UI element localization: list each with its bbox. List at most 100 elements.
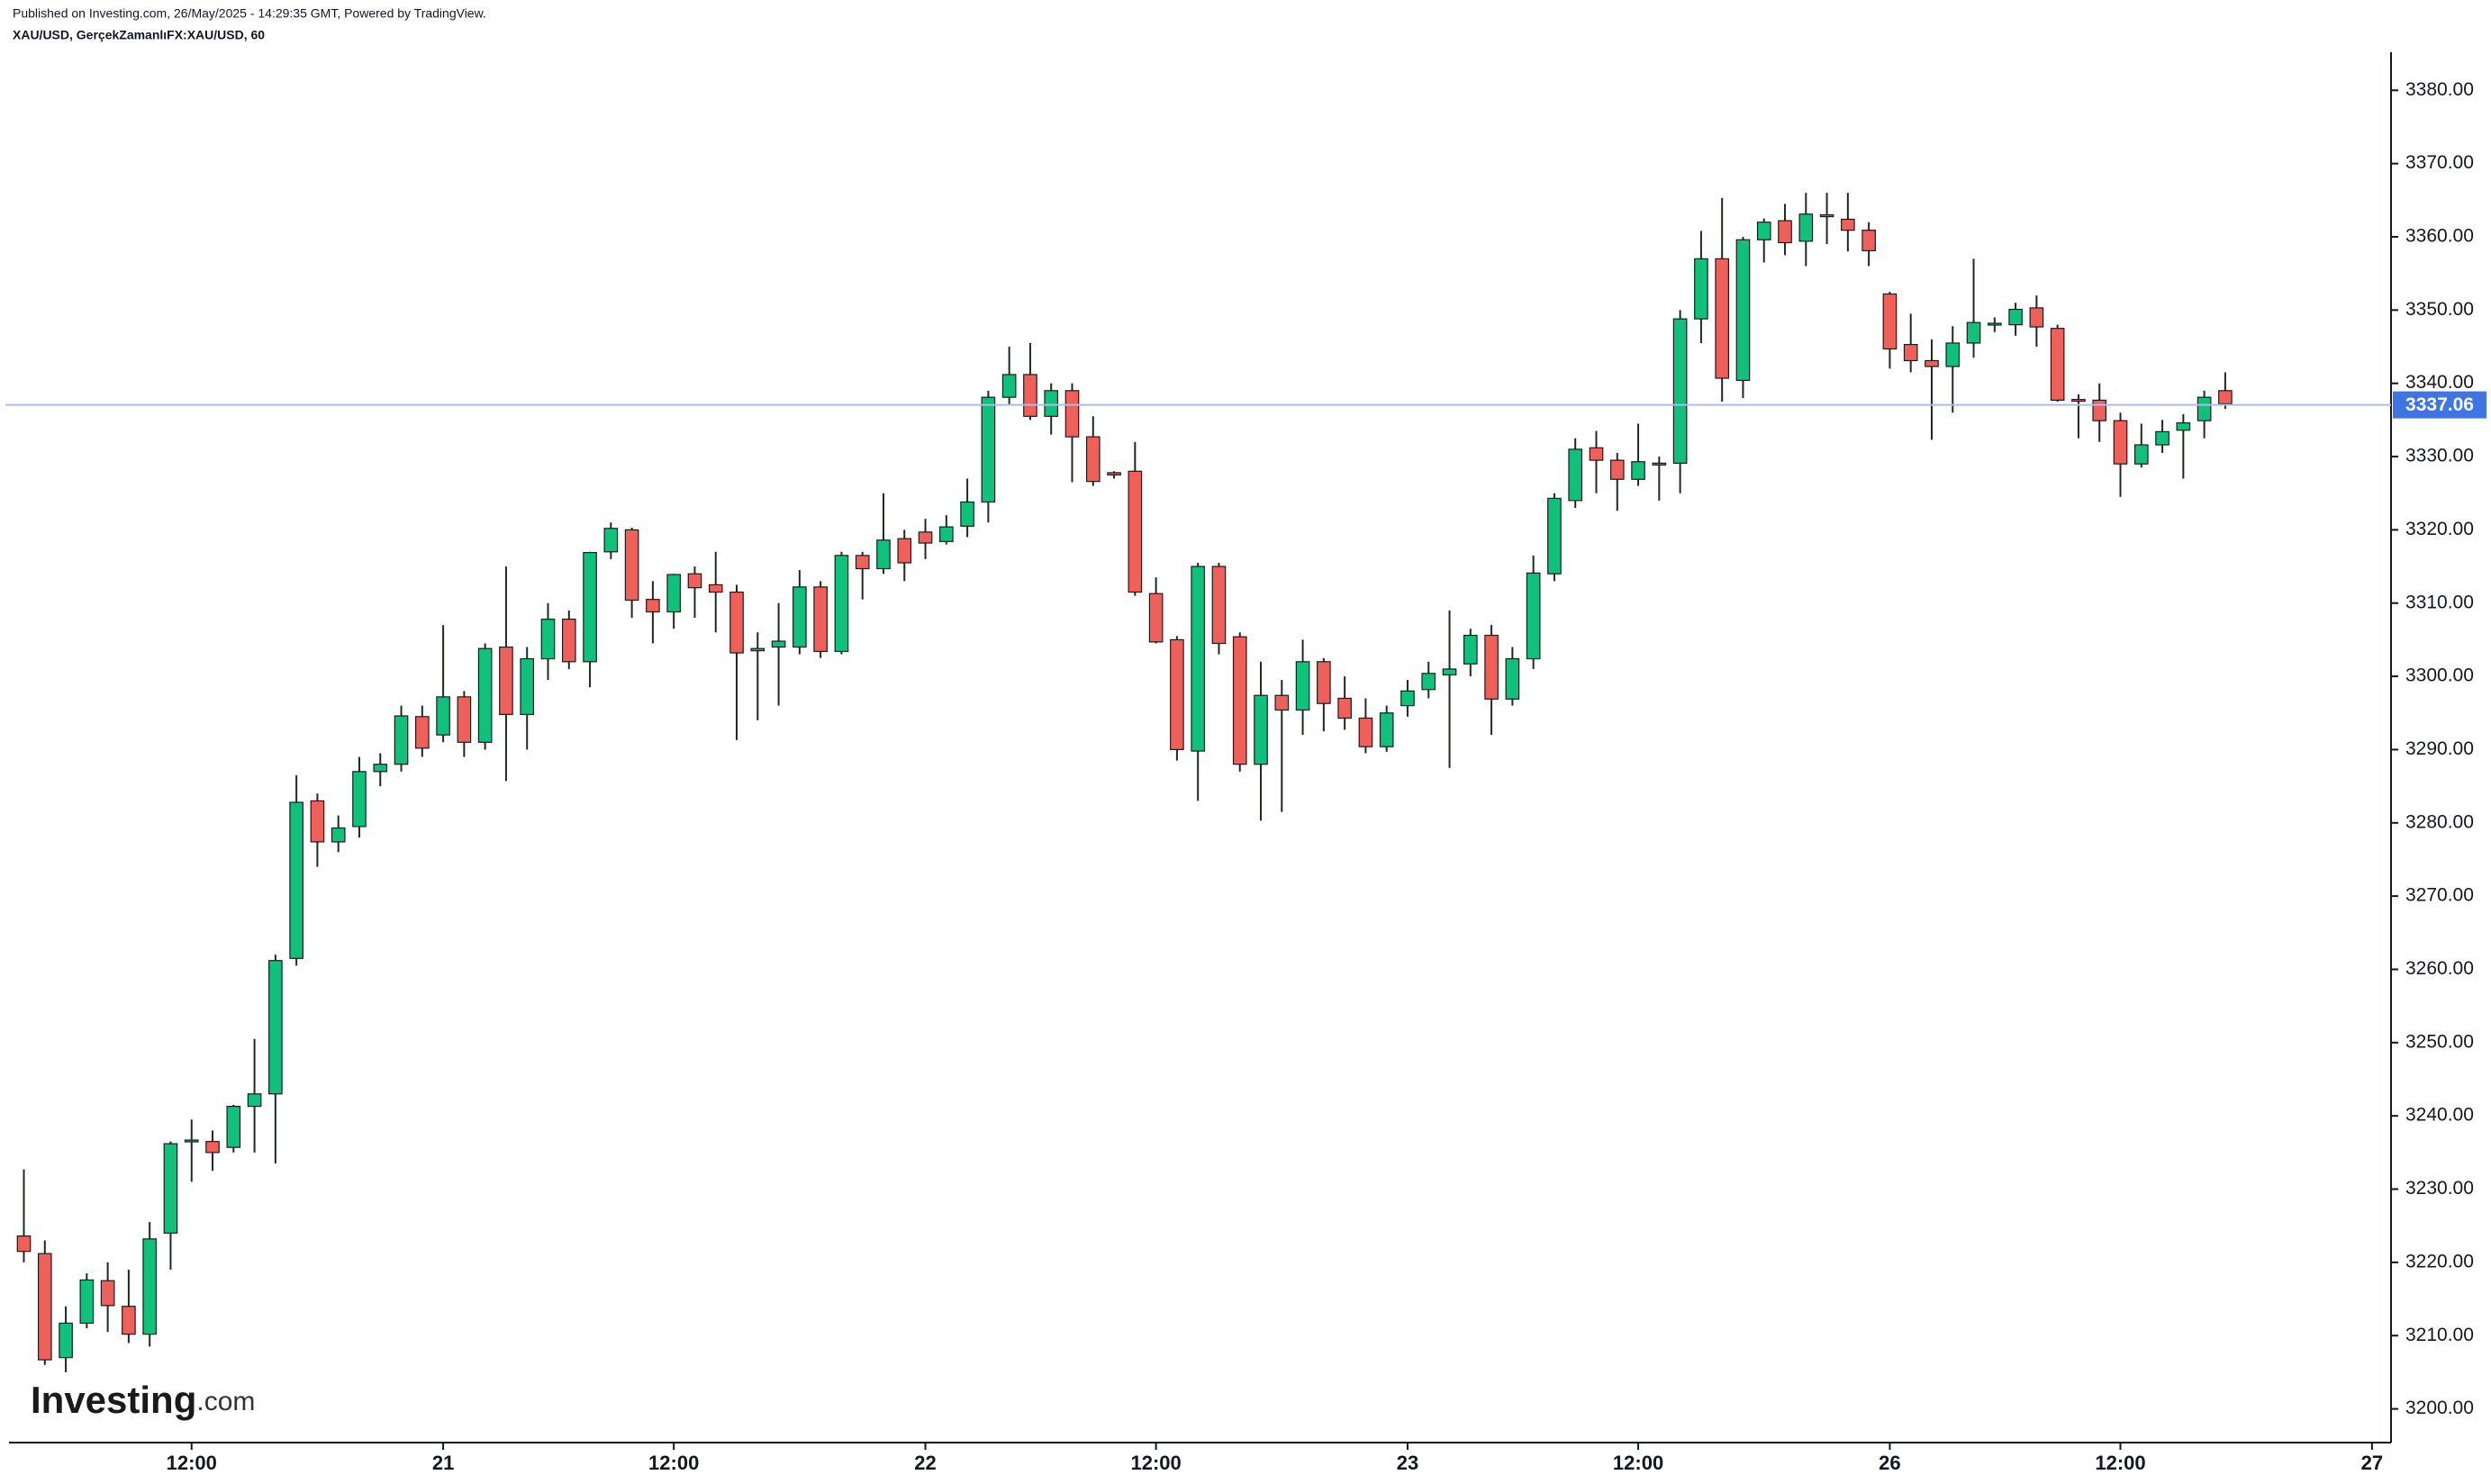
y-tick-label: 3210.00 [2405, 1325, 2474, 1345]
candle-body [2050, 328, 2065, 402]
candle-body [960, 501, 974, 527]
candle-body [897, 538, 912, 564]
candle-body [2218, 390, 2233, 405]
candle-body [37, 1253, 52, 1361]
candle-body [583, 552, 597, 663]
candle-body [289, 801, 303, 959]
candle-body [415, 716, 430, 749]
candle-body [1526, 572, 1541, 660]
candle-body [666, 574, 681, 613]
y-tick-label: 3350.00 [2405, 299, 2474, 320]
candle-body [876, 539, 891, 570]
candle-body [122, 1306, 136, 1335]
candle-body [981, 396, 996, 503]
x-tick-label: 27 [2361, 1452, 2383, 1474]
candle-body [1023, 374, 1037, 417]
candle-body [2071, 398, 2086, 403]
candle-body [310, 800, 325, 843]
candle-body [561, 619, 576, 663]
candle-body [771, 640, 786, 648]
candle-body [793, 586, 807, 648]
candle-body [1379, 712, 1394, 747]
candle-body [2008, 308, 2023, 326]
y-tick-label: 3370.00 [2405, 152, 2474, 173]
x-tick-label: 12:00 [1613, 1452, 1663, 1474]
candle-body [918, 531, 933, 544]
candle-body [2176, 422, 2191, 431]
candle-body [1400, 690, 1415, 707]
candle-body [142, 1238, 157, 1335]
y-tick-label: 3360.00 [2405, 226, 2474, 247]
candle-body [939, 526, 954, 543]
candle-body [1841, 218, 1855, 231]
candle-body [624, 529, 639, 602]
candle-body [226, 1106, 241, 1148]
y-tick-label: 3270.00 [2405, 885, 2474, 906]
candle-body [268, 960, 283, 1095]
candle-body [1064, 390, 1080, 438]
candle-body [352, 771, 367, 828]
candle-body [1694, 258, 1708, 320]
y-tick-label: 3380.00 [2405, 79, 2474, 100]
candle-body [1903, 343, 1918, 362]
y-tick-label: 3320.00 [2405, 519, 2474, 539]
candle-body [184, 1139, 199, 1143]
y-tick-label: 3290.00 [2405, 738, 2474, 759]
candle-body [1778, 220, 1792, 244]
candle-body [1254, 694, 1268, 765]
candle-body [1988, 322, 2002, 326]
x-tick-label: 22 [914, 1452, 936, 1474]
candle-body [855, 555, 870, 570]
y-tick-label: 3220.00 [2405, 1251, 2474, 1271]
candle-body [1505, 657, 1520, 700]
y-tick-label: 3340.00 [2405, 372, 2474, 393]
last-price-box [2393, 391, 2486, 419]
candle-body [1358, 717, 1373, 747]
candle-body [1609, 459, 1625, 480]
y-tick-label: 3250.00 [2405, 1031, 2474, 1052]
candle-body [1652, 462, 1667, 466]
candle-body [1547, 497, 1562, 575]
candle-body [394, 715, 409, 765]
candle-body [750, 647, 765, 652]
candle-body [1589, 447, 1604, 461]
candle-body [1295, 661, 1310, 711]
candle-body [1044, 390, 1059, 417]
x-tick-label: 12:00 [1130, 1452, 1181, 1474]
candle-body [1484, 634, 1499, 700]
candle-body [2133, 444, 2149, 465]
candle-body [687, 573, 702, 589]
candle-body [59, 1322, 73, 1359]
candle-body [1861, 230, 1876, 252]
candle-body [1107, 472, 1121, 475]
y-tick-label: 3280.00 [2405, 811, 2474, 832]
candle-body [1631, 461, 1645, 480]
y-tick-label: 3310.00 [2405, 592, 2474, 612]
candle-body [205, 1141, 220, 1154]
candle-body [729, 591, 744, 654]
candle-body [1274, 694, 1290, 711]
candle-body [646, 599, 660, 613]
x-tick-label: 23 [1397, 1452, 1418, 1474]
x-tick-label: 12:00 [167, 1452, 217, 1474]
candle-body [1191, 566, 1205, 752]
candle-body [1735, 239, 1751, 382]
x-tick-label: 21 [432, 1452, 454, 1474]
y-tick-label: 3240.00 [2405, 1105, 2474, 1126]
candle-body [1421, 673, 1436, 691]
last-price-label: 3337.06 [2405, 394, 2474, 415]
candle-body [1128, 470, 1143, 593]
candle-body [2113, 420, 2128, 465]
y-tick-label: 3230.00 [2405, 1178, 2474, 1199]
candle-body [79, 1279, 95, 1325]
candle-body [1882, 293, 1898, 350]
candle-body [540, 619, 556, 660]
logo-suffix: .com [196, 1387, 255, 1416]
logo: Investing.com [31, 1379, 255, 1421]
candle-body [163, 1143, 178, 1234]
candle-body [100, 1280, 115, 1307]
candle-body [16, 1235, 32, 1253]
candle-body [1463, 634, 1478, 665]
